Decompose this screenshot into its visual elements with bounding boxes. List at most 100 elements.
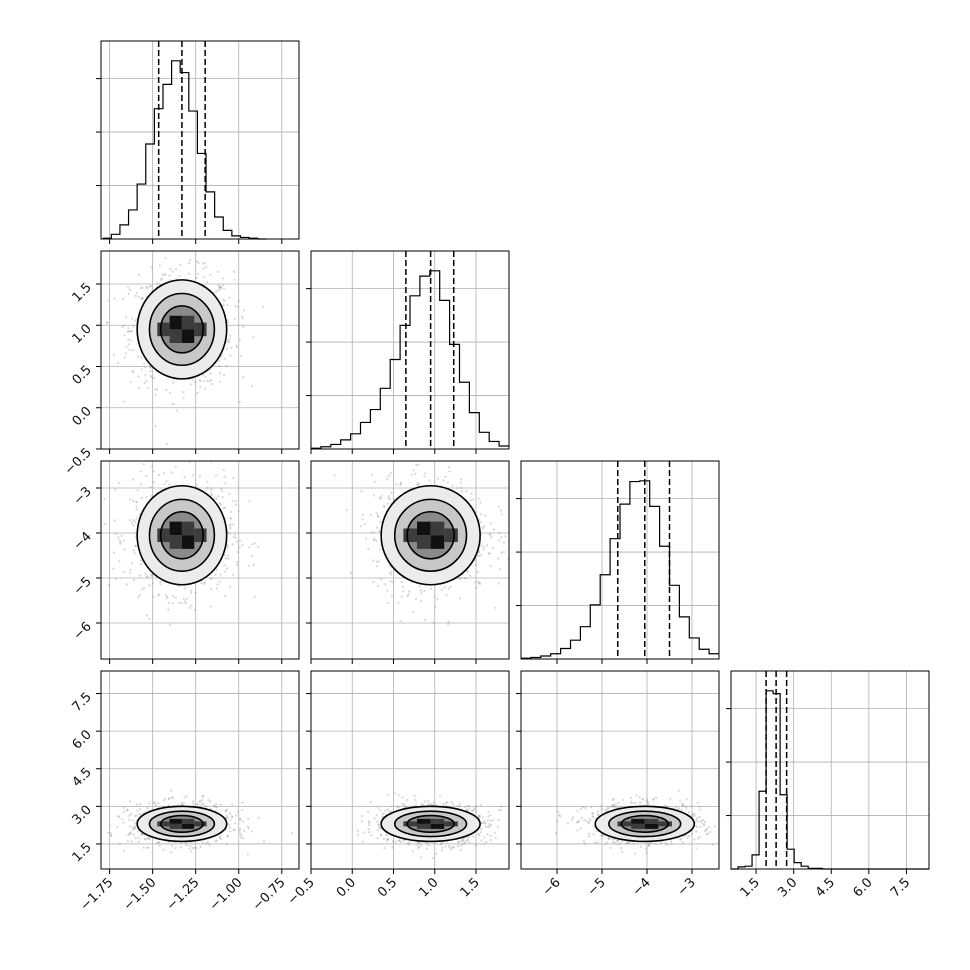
scatter-point (226, 816, 229, 819)
scatter-point (237, 510, 240, 513)
scatter-point (126, 330, 129, 333)
scatter-point (236, 561, 239, 564)
scatter-point (566, 822, 569, 825)
scatter-point (136, 355, 140, 358)
scatter-point (356, 829, 359, 832)
scatter-point (420, 592, 423, 595)
scatter-point (117, 361, 120, 365)
scatter-point (599, 805, 603, 808)
scatter-point (382, 504, 386, 507)
scatter-point (221, 496, 224, 499)
marginal-panel-0 (96, 40, 300, 244)
scatter-point (639, 801, 642, 804)
scatter-point (436, 477, 440, 480)
scatter-point (169, 267, 172, 271)
scatter-point (180, 602, 183, 605)
scatter-point (107, 299, 110, 302)
scatter-point (146, 386, 149, 389)
scatter-point (204, 842, 208, 845)
scatter-point (382, 812, 385, 815)
scatter-point (184, 587, 187, 590)
scatter-point (489, 834, 492, 837)
scatter-point (432, 801, 435, 804)
scatter-point (484, 825, 487, 828)
scatter-point (211, 382, 214, 386)
scatter-point (117, 536, 120, 539)
scatter-point (458, 597, 462, 600)
scatter-point (232, 270, 236, 273)
scatter-point (472, 498, 475, 501)
scatter-point (241, 820, 244, 823)
scatter-point (162, 471, 165, 475)
scatter-point (463, 840, 466, 843)
scatter-point (225, 843, 228, 846)
scatter-point (372, 530, 375, 534)
scatter-point (215, 568, 219, 571)
scatter-point (223, 357, 227, 360)
scatter-point (123, 548, 126, 551)
scatter-point (138, 594, 141, 597)
scatter-point (139, 563, 143, 566)
scatter-point (193, 608, 197, 611)
scatter-point (157, 802, 160, 805)
scatter-point (160, 278, 163, 281)
scatter-point (458, 840, 461, 843)
scatter-point (333, 474, 336, 477)
scatter-point (203, 582, 206, 585)
scatter-point (168, 483, 171, 486)
scatter-point (445, 593, 448, 597)
scatter-point (144, 366, 147, 369)
scatter-point (484, 514, 487, 517)
scatter-point (150, 574, 153, 577)
scatter-point (198, 379, 201, 382)
scatter-point (486, 833, 489, 836)
scatter-point (198, 800, 201, 803)
axes-frame (520, 460, 720, 660)
scatter-point (125, 583, 128, 586)
scatter-point (222, 287, 226, 290)
scatter-point (497, 819, 500, 822)
density-pixel (430, 818, 445, 824)
scatter-point (165, 389, 168, 392)
scatter-point (141, 588, 144, 591)
scatter-point (112, 567, 115, 570)
scatter-point (373, 480, 376, 483)
scatter-point (696, 801, 699, 804)
x-tick-label: 1.0 (416, 875, 441, 900)
density-pixel (169, 535, 182, 549)
scatter-point (388, 497, 391, 501)
scatter-point (376, 806, 380, 810)
scatter-point (215, 587, 218, 590)
scatter-point (238, 817, 242, 820)
scatter-point (129, 339, 132, 342)
scatter-point (203, 262, 207, 265)
scatter-point (137, 836, 140, 839)
scatter-point (128, 818, 131, 821)
scatter-point (229, 354, 232, 357)
scatter-point (149, 486, 152, 489)
scatter-point (190, 383, 193, 386)
scatter-point (224, 506, 227, 509)
scatter-point (199, 845, 202, 849)
scatter-point (128, 833, 132, 836)
scatter-point (130, 330, 133, 333)
scatter-point (184, 600, 187, 603)
scatter-point (252, 336, 255, 339)
density-pixel (194, 821, 207, 827)
scatter-point (205, 265, 208, 269)
scatter-point (217, 364, 220, 368)
scatter-point (447, 845, 450, 848)
scatter-point (146, 286, 149, 290)
scatter-point (375, 564, 379, 568)
scatter-point (580, 816, 583, 819)
scatter-point (201, 802, 204, 805)
y-tick-label: 1.0 (70, 321, 95, 346)
scatter-point (428, 479, 431, 482)
scatter-point (376, 526, 379, 529)
scatter-point (204, 387, 207, 390)
scatter-point (228, 340, 231, 344)
scatter-point (150, 266, 153, 269)
scatter-point (696, 816, 699, 820)
scatter-point (181, 390, 184, 394)
scatter-point (135, 517, 138, 520)
